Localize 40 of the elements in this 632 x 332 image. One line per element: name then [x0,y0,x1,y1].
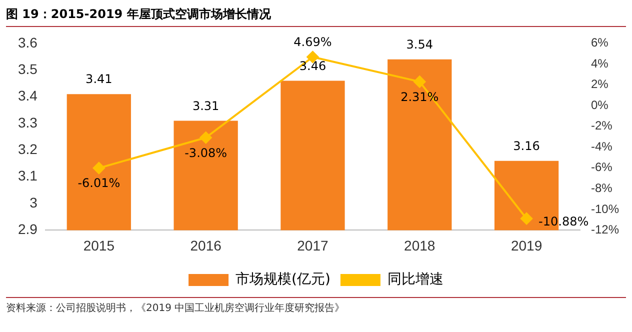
chart-title: 图 19：2015-2019 年屋顶式空调市场增长情况 [6,0,626,27]
y2-tick-label: -8% [590,181,613,195]
y2-tick-label: 6% [590,36,609,50]
x-tick-label: 2017 [297,237,329,254]
data-label: 3.54 [406,38,433,52]
y2-tick-label: -2% [590,118,613,133]
data-label: 3.41 [86,72,112,86]
y2-tick-label: 4% [590,56,609,70]
y2-tick-label: 0% [590,98,609,112]
data-label: 3.16 [513,138,540,153]
point [200,132,212,144]
legend-label: 市场规模(亿元) [236,272,330,288]
point [92,162,105,174]
data-label: 3.31 [192,98,220,113]
point [414,76,426,88]
x-tick-label: 2015 [83,237,115,254]
x-tick-label: 2018 [404,237,436,254]
y2-tick-label: -12% [590,222,620,237]
x-tick-label: 2016 [190,237,222,254]
text: 资料来源：公司招股说明书，《2019 中国工业机房空调行业年度研究报告》 [6,297,626,315]
y-tick-label: 3.1 [18,168,38,184]
y-tick-label: 3.3 [18,114,38,130]
data-label: -6.01% [78,176,120,190]
data-label: 3.46 [299,58,326,73]
data-label: 2.31% [400,90,439,104]
y2-tick-label: -4% [590,139,613,154]
legend-label: 同比增速 [387,272,444,288]
data-label: 4.69% [294,35,332,50]
point [520,212,533,225]
y2-tick-label: 2% [590,77,609,92]
x-tick-label: 2019 [510,237,542,254]
y-tick-label: 3.6 [18,34,38,50]
y-tick-label: 3.2 [18,141,38,157]
y-tick-label: 3.4 [18,88,38,104]
y2-tick-label: -10% [590,202,620,216]
data-label: -3.08% [184,146,228,160]
y-tick-label: 2.9 [18,221,38,238]
y2-tick-label: -6% [590,160,613,174]
y-tick-label: 3.5 [18,60,38,77]
y-tick-label: 3 [30,194,38,210]
